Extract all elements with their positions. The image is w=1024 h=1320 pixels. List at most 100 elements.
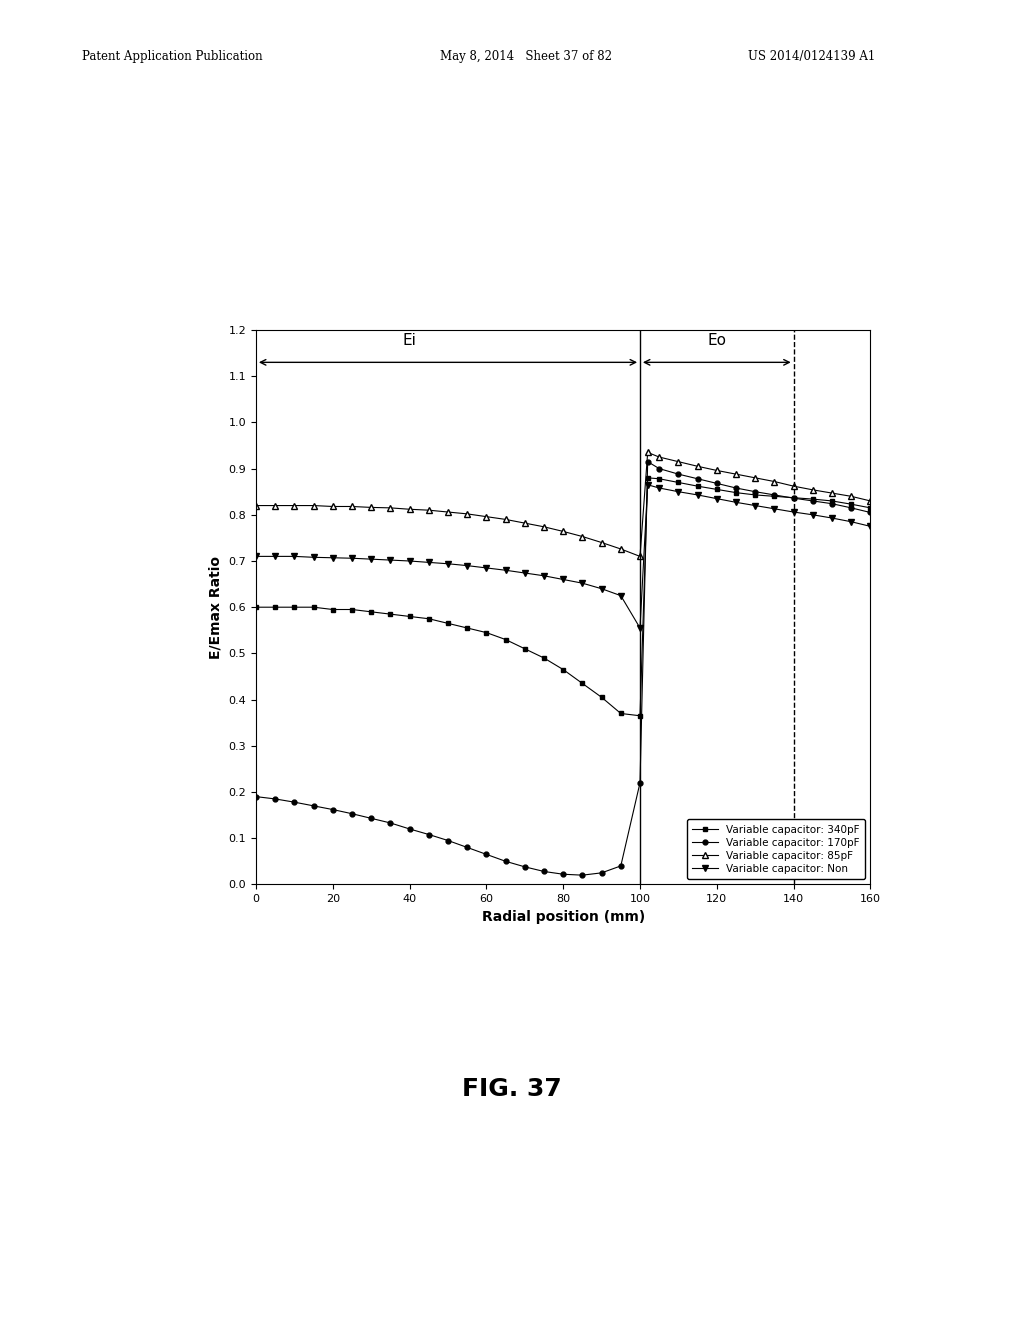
Variable capacitor: Non: (102, 0.865): Non: (102, 0.865) <box>641 477 654 492</box>
Variable capacitor: Non: (5, 0.71): Non: (5, 0.71) <box>269 549 282 565</box>
Variable capacitor: 340pF: (0, 0.6): 340pF: (0, 0.6) <box>250 599 262 615</box>
Variable capacitor: Non: (155, 0.785): Non: (155, 0.785) <box>845 513 857 529</box>
Variable capacitor: 85pF: (50, 0.806): 85pF: (50, 0.806) <box>442 504 455 520</box>
Variable capacitor: 170pF: (50, 0.095): 170pF: (50, 0.095) <box>442 833 455 849</box>
Variable capacitor: 85pF: (160, 0.83): 85pF: (160, 0.83) <box>864 494 877 510</box>
Variable capacitor: Non: (115, 0.843): Non: (115, 0.843) <box>691 487 703 503</box>
Variable capacitor: 85pF: (150, 0.847): 85pF: (150, 0.847) <box>825 486 838 502</box>
Variable capacitor: 85pF: (155, 0.84): 85pF: (155, 0.84) <box>845 488 857 504</box>
Variable capacitor: 85pF: (125, 0.888): 85pF: (125, 0.888) <box>730 466 742 482</box>
Variable capacitor: 170pF: (5, 0.185): 170pF: (5, 0.185) <box>269 791 282 807</box>
Variable capacitor: 170pF: (60, 0.065): 170pF: (60, 0.065) <box>480 846 493 862</box>
Variable capacitor: 340pF: (70, 0.51): 340pF: (70, 0.51) <box>518 640 530 656</box>
Variable capacitor: Non: (60, 0.685): Non: (60, 0.685) <box>480 560 493 576</box>
Variable capacitor: 340pF: (120, 0.855): 340pF: (120, 0.855) <box>711 482 723 498</box>
Variable capacitor: 85pF: (20, 0.818): 85pF: (20, 0.818) <box>327 499 339 515</box>
Variable capacitor: 170pF: (85, 0.02): 170pF: (85, 0.02) <box>577 867 589 883</box>
Variable capacitor: Non: (70, 0.674): Non: (70, 0.674) <box>518 565 530 581</box>
Variable capacitor: 340pF: (60, 0.545): 340pF: (60, 0.545) <box>480 624 493 640</box>
Line: Variable capacitor: 340pF: Variable capacitor: 340pF <box>254 475 872 718</box>
Variable capacitor: Non: (55, 0.69): Non: (55, 0.69) <box>461 557 473 573</box>
Variable capacitor: 85pF: (90, 0.74): 85pF: (90, 0.74) <box>595 535 607 550</box>
Variable capacitor: 170pF: (30, 0.143): 170pF: (30, 0.143) <box>365 810 377 826</box>
Variable capacitor: 85pF: (85, 0.753): 85pF: (85, 0.753) <box>577 528 589 544</box>
Variable capacitor: 85pF: (102, 0.935): 85pF: (102, 0.935) <box>641 445 654 461</box>
Text: May 8, 2014   Sheet 37 of 82: May 8, 2014 Sheet 37 of 82 <box>440 50 612 63</box>
Line: Variable capacitor: 85pF: Variable capacitor: 85pF <box>253 449 873 560</box>
Variable capacitor: Non: (80, 0.66): Non: (80, 0.66) <box>557 572 569 587</box>
Variable capacitor: 170pF: (105, 0.9): 170pF: (105, 0.9) <box>653 461 666 477</box>
Variable capacitor: 170pF: (145, 0.83): 170pF: (145, 0.83) <box>807 494 819 510</box>
Variable capacitor: 170pF: (160, 0.805): 170pF: (160, 0.805) <box>864 504 877 520</box>
Variable capacitor: 170pF: (155, 0.815): 170pF: (155, 0.815) <box>845 500 857 516</box>
Variable capacitor: 85pF: (10, 0.82): 85pF: (10, 0.82) <box>289 498 301 513</box>
Variable capacitor: 170pF: (15, 0.17): 170pF: (15, 0.17) <box>307 797 319 813</box>
Variable capacitor: 170pF: (0, 0.19): 170pF: (0, 0.19) <box>250 788 262 804</box>
Variable capacitor: Non: (25, 0.706): Non: (25, 0.706) <box>346 550 358 566</box>
Variable capacitor: Non: (140, 0.806): Non: (140, 0.806) <box>787 504 800 520</box>
Variable capacitor: 85pF: (0, 0.82): 85pF: (0, 0.82) <box>250 498 262 513</box>
Variable capacitor: 170pF: (150, 0.824): 170pF: (150, 0.824) <box>825 496 838 512</box>
Variable capacitor: Non: (75, 0.668): Non: (75, 0.668) <box>538 568 550 583</box>
Variable capacitor: Non: (50, 0.694): Non: (50, 0.694) <box>442 556 455 572</box>
Variable capacitor: 85pF: (140, 0.862): 85pF: (140, 0.862) <box>787 478 800 494</box>
Variable capacitor: 85pF: (110, 0.915): 85pF: (110, 0.915) <box>672 454 684 470</box>
Variable capacitor: 340pF: (135, 0.84): 340pF: (135, 0.84) <box>768 488 780 504</box>
Variable capacitor: Non: (150, 0.793): Non: (150, 0.793) <box>825 510 838 525</box>
Variable capacitor: Non: (135, 0.813): Non: (135, 0.813) <box>768 500 780 516</box>
Variable capacitor: 340pF: (20, 0.595): 340pF: (20, 0.595) <box>327 602 339 618</box>
Variable capacitor: 85pF: (105, 0.925): 85pF: (105, 0.925) <box>653 449 666 465</box>
Variable capacitor: 170pF: (75, 0.028): 170pF: (75, 0.028) <box>538 863 550 879</box>
Variable capacitor: 85pF: (95, 0.726): 85pF: (95, 0.726) <box>614 541 627 557</box>
Variable capacitor: 340pF: (130, 0.843): 340pF: (130, 0.843) <box>750 487 762 503</box>
Variable capacitor: 170pF: (25, 0.153): 170pF: (25, 0.153) <box>346 805 358 821</box>
Variable capacitor: Non: (90, 0.64): Non: (90, 0.64) <box>595 581 607 597</box>
Variable capacitor: 340pF: (10, 0.6): 340pF: (10, 0.6) <box>289 599 301 615</box>
Variable capacitor: 170pF: (65, 0.05): 170pF: (65, 0.05) <box>500 853 512 869</box>
Variable capacitor: 85pF: (120, 0.896): 85pF: (120, 0.896) <box>711 462 723 478</box>
Variable capacitor: Non: (160, 0.775): Non: (160, 0.775) <box>864 519 877 535</box>
Variable capacitor: Non: (125, 0.827): Non: (125, 0.827) <box>730 495 742 511</box>
Text: Patent Application Publication: Patent Application Publication <box>82 50 262 63</box>
Variable capacitor: Non: (20, 0.707): Non: (20, 0.707) <box>327 550 339 566</box>
Variable capacitor: 340pF: (125, 0.848): 340pF: (125, 0.848) <box>730 484 742 500</box>
Variable capacitor: 85pF: (75, 0.774): 85pF: (75, 0.774) <box>538 519 550 535</box>
Variable capacitor: 170pF: (95, 0.04): 170pF: (95, 0.04) <box>614 858 627 874</box>
Variable capacitor: 85pF: (45, 0.81): 85pF: (45, 0.81) <box>423 502 435 517</box>
Variable capacitor: 170pF: (102, 0.915): 170pF: (102, 0.915) <box>641 454 654 470</box>
Text: US 2014/0124139 A1: US 2014/0124139 A1 <box>748 50 874 63</box>
Line: Variable capacitor: 170pF: Variable capacitor: 170pF <box>254 459 872 878</box>
Legend: Variable capacitor: 340pF, Variable capacitor: 170pF, Variable capacitor: 85pF, : Variable capacitor: 340pF, Variable capa… <box>687 820 865 879</box>
Variable capacitor: 85pF: (30, 0.816): 85pF: (30, 0.816) <box>365 499 377 515</box>
Variable capacitor: 340pF: (45, 0.575): 340pF: (45, 0.575) <box>423 611 435 627</box>
Variable capacitor: Non: (30, 0.704): Non: (30, 0.704) <box>365 552 377 568</box>
Variable capacitor: 340pF: (140, 0.837): 340pF: (140, 0.837) <box>787 490 800 506</box>
Variable capacitor: 170pF: (35, 0.133): 170pF: (35, 0.133) <box>384 814 396 830</box>
Variable capacitor: 340pF: (160, 0.815): 340pF: (160, 0.815) <box>864 500 877 516</box>
Variable capacitor: 340pF: (145, 0.834): 340pF: (145, 0.834) <box>807 491 819 507</box>
Variable capacitor: Non: (40, 0.7): Non: (40, 0.7) <box>403 553 416 569</box>
Variable capacitor: 340pF: (25, 0.595): 340pF: (25, 0.595) <box>346 602 358 618</box>
Variable capacitor: 340pF: (55, 0.555): 340pF: (55, 0.555) <box>461 620 473 636</box>
Variable capacitor: 170pF: (120, 0.868): 170pF: (120, 0.868) <box>711 475 723 491</box>
Variable capacitor: 170pF: (80, 0.022): 170pF: (80, 0.022) <box>557 866 569 882</box>
Variable capacitor: 340pF: (90, 0.405): 340pF: (90, 0.405) <box>595 689 607 705</box>
Variable capacitor: 340pF: (95, 0.37): 340pF: (95, 0.37) <box>614 705 627 721</box>
Variable capacitor: 170pF: (110, 0.888): 170pF: (110, 0.888) <box>672 466 684 482</box>
Variable capacitor: 85pF: (55, 0.802): 85pF: (55, 0.802) <box>461 506 473 521</box>
Text: Eo: Eo <box>708 334 726 348</box>
Variable capacitor: 170pF: (130, 0.85): 170pF: (130, 0.85) <box>750 484 762 500</box>
Variable capacitor: Non: (85, 0.652): Non: (85, 0.652) <box>577 576 589 591</box>
Variable capacitor: 170pF: (45, 0.108): 170pF: (45, 0.108) <box>423 826 435 842</box>
Variable capacitor: 85pF: (135, 0.872): 85pF: (135, 0.872) <box>768 474 780 490</box>
Variable capacitor: Non: (0, 0.71): Non: (0, 0.71) <box>250 549 262 565</box>
Variable capacitor: 85pF: (40, 0.812): 85pF: (40, 0.812) <box>403 502 416 517</box>
Text: FIG. 37: FIG. 37 <box>462 1077 562 1101</box>
Variable capacitor: Non: (15, 0.708): Non: (15, 0.708) <box>307 549 319 565</box>
Variable capacitor: 85pF: (80, 0.764): 85pF: (80, 0.764) <box>557 524 569 540</box>
Variable capacitor: 170pF: (40, 0.12): 170pF: (40, 0.12) <box>403 821 416 837</box>
Variable capacitor: 85pF: (70, 0.782): 85pF: (70, 0.782) <box>518 515 530 531</box>
Variable capacitor: 170pF: (70, 0.038): 170pF: (70, 0.038) <box>518 859 530 875</box>
Variable capacitor: 170pF: (135, 0.843): 170pF: (135, 0.843) <box>768 487 780 503</box>
Variable capacitor: 340pF: (115, 0.862): 340pF: (115, 0.862) <box>691 478 703 494</box>
